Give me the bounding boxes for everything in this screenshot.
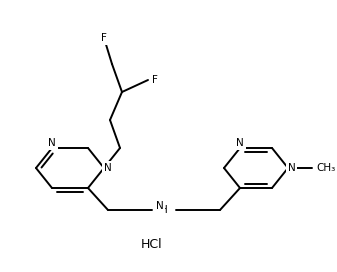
Text: N: N bbox=[104, 163, 112, 173]
Text: F: F bbox=[152, 75, 158, 85]
Text: F: F bbox=[101, 33, 107, 43]
Text: N: N bbox=[156, 201, 164, 211]
Text: N: N bbox=[236, 138, 244, 148]
Text: H: H bbox=[160, 205, 168, 215]
Text: N: N bbox=[288, 163, 296, 173]
Text: N: N bbox=[48, 138, 56, 148]
Text: CH₃: CH₃ bbox=[316, 163, 335, 173]
Text: HCl: HCl bbox=[141, 239, 163, 252]
